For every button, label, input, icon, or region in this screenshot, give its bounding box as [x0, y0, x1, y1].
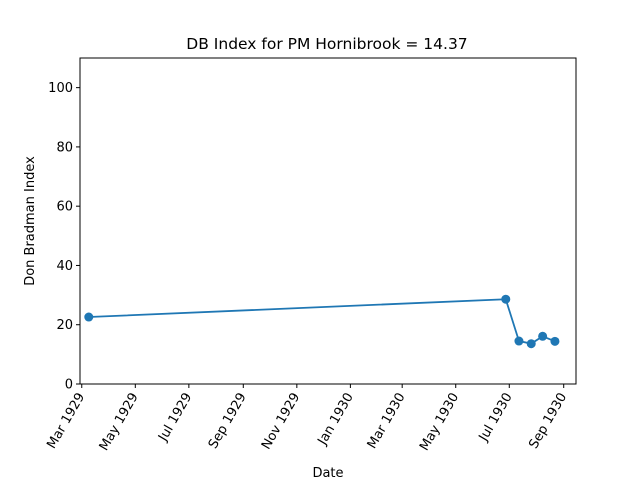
plot-frame	[79, 57, 577, 385]
y-tick-label: 0	[65, 378, 73, 393]
y-tick-label: 100	[48, 81, 73, 96]
data-point	[538, 331, 548, 341]
y-tick-label: 20	[56, 318, 73, 333]
chart-title: DB Index for PM Hornibrook = 14.37	[186, 35, 467, 53]
x-axis-label: Date	[312, 466, 343, 480]
data-point	[514, 336, 524, 346]
y-tick-label: 80	[56, 140, 73, 155]
y-axis: 0 20 40 60 80 100	[48, 81, 80, 393]
data-point	[550, 336, 560, 346]
data-point	[501, 294, 511, 304]
plot-content	[84, 294, 560, 349]
y-tick-label: 40	[56, 259, 73, 274]
y-tick-label: 60	[56, 200, 73, 215]
data-point	[526, 339, 536, 349]
data-point	[84, 312, 94, 322]
y-axis-label: Don Bradman Index	[23, 156, 38, 286]
